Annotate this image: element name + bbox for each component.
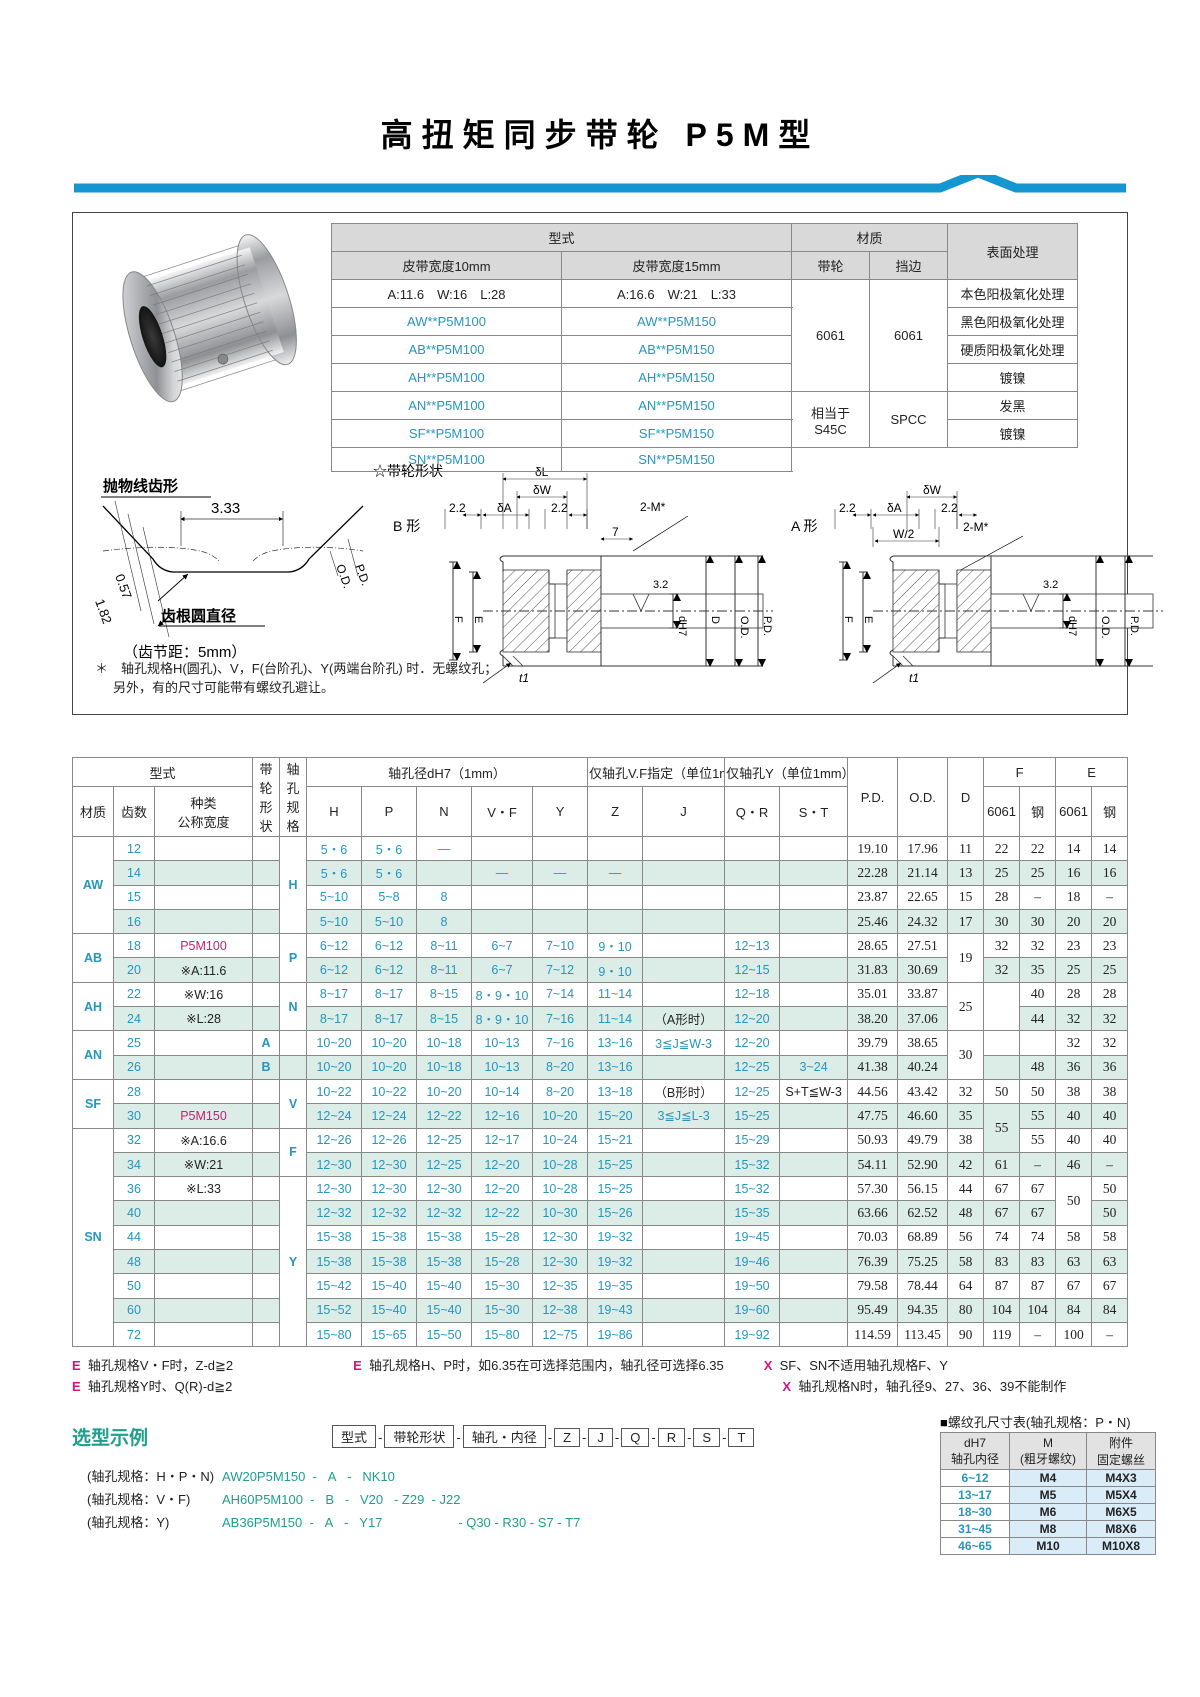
svg-text:P.D.: P.D. <box>761 616 773 636</box>
svg-text:2-M*: 2-M* <box>640 500 666 514</box>
svg-text:2.2: 2.2 <box>941 501 958 515</box>
svg-text:0.57: 0.57 <box>112 572 135 601</box>
svg-text:W/2: W/2 <box>893 527 915 541</box>
svg-text:2.2: 2.2 <box>551 501 568 515</box>
svg-text:1.82: 1.82 <box>93 597 115 626</box>
svg-text:D: D <box>709 616 721 624</box>
svg-text:t1: t1 <box>909 671 919 685</box>
svg-text:δA: δA <box>497 501 512 515</box>
svg-text:dH7: dH7 <box>1066 616 1078 636</box>
svg-text:O.D.: O.D. <box>333 562 355 590</box>
svg-text:2.2: 2.2 <box>839 501 856 515</box>
svg-text:δW: δW <box>923 483 942 497</box>
svg-text:2.2: 2.2 <box>449 501 466 515</box>
svg-text:P.D.: P.D. <box>1128 616 1140 636</box>
svg-text:O.D.: O.D. <box>1099 616 1111 639</box>
svg-text:7: 7 <box>612 525 619 539</box>
svg-text:齿根圆直径: 齿根圆直径 <box>161 607 236 625</box>
svg-text:dH7: dH7 <box>676 616 688 636</box>
svg-text:E: E <box>472 616 484 623</box>
svg-text:F: F <box>452 616 464 623</box>
svg-text:δW: δW <box>533 483 552 497</box>
svg-text:t1: t1 <box>519 671 529 685</box>
svg-text:2-M*: 2-M* <box>963 520 989 534</box>
svg-text:抛物线齿形: 抛物线齿形 <box>103 477 178 495</box>
svg-text:E: E <box>862 616 874 623</box>
svg-text:3.33: 3.33 <box>211 500 240 517</box>
svg-text:O.D.: O.D. <box>738 616 750 639</box>
svg-text:δA: δA <box>887 501 902 515</box>
svg-text:F: F <box>842 616 854 623</box>
svg-text:3.2: 3.2 <box>653 579 668 591</box>
svg-text:3.2: 3.2 <box>1043 579 1058 591</box>
